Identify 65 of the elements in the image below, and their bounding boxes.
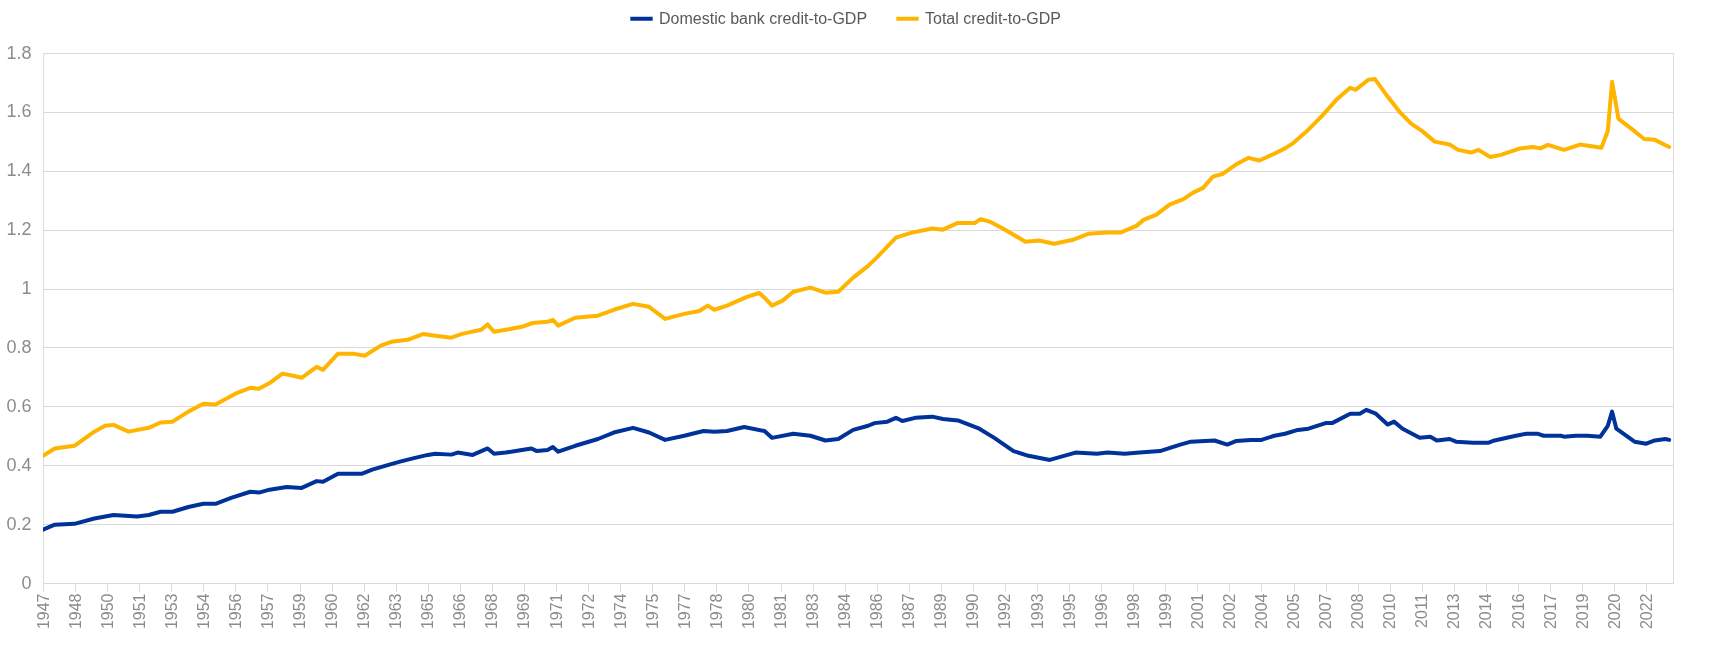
x-tick-label: 1968 xyxy=(483,593,501,630)
x-tick-label: 1990 xyxy=(964,593,982,630)
x-tick-label: 2013 xyxy=(1445,593,1463,630)
x-tick-label: 2002 xyxy=(1220,593,1238,630)
x-tick-label: 1965 xyxy=(419,593,437,630)
x-tick-label: 1962 xyxy=(355,593,373,630)
legend-label: Domestic bank credit-to-GDP xyxy=(659,9,868,27)
y-tick-label: 1.6 xyxy=(6,101,32,122)
x-tick-label: 1947 xyxy=(34,593,52,630)
x-tick-label: 1986 xyxy=(868,593,886,630)
line-series xyxy=(43,76,1672,458)
x-tick-label: 2011 xyxy=(1413,593,1431,628)
x-tick-label: 1984 xyxy=(836,593,854,630)
y-tick-label: 0.6 xyxy=(6,395,32,416)
x-tick-label: 1977 xyxy=(675,593,693,630)
x-tick-label: 1974 xyxy=(611,593,629,630)
x-tick-label: 1950 xyxy=(98,593,116,630)
x-tick-label: 1951 xyxy=(130,593,148,630)
x-tick-label: 1959 xyxy=(291,593,309,630)
x-tick-label: 2017 xyxy=(1541,593,1559,630)
x-tick-label: 1987 xyxy=(900,593,918,630)
x-tick-label: 1992 xyxy=(996,593,1014,630)
y-tick-label: 0 xyxy=(21,572,32,593)
x-tick-label: 1995 xyxy=(1060,593,1078,630)
x-tick-label: 1963 xyxy=(387,593,405,630)
x-tick-label: 2001 xyxy=(1188,593,1206,630)
x-tick-label: 1972 xyxy=(579,593,597,630)
x-tick-label: 2007 xyxy=(1317,593,1335,630)
x-tick-label: 1953 xyxy=(162,593,180,630)
x-tick-label: 1983 xyxy=(804,593,822,630)
x-tick-label: 1981 xyxy=(772,593,790,630)
y-tick-label: 1.8 xyxy=(6,42,32,63)
x-tick-label: 2019 xyxy=(1573,593,1591,630)
x-tick-label: 1999 xyxy=(1156,593,1174,630)
line-series xyxy=(43,407,1672,532)
x-tick-label: 2005 xyxy=(1285,593,1303,630)
x-tick-label: 1998 xyxy=(1124,593,1142,630)
x-tick-label: 1954 xyxy=(194,593,212,630)
x-tick-label: 1993 xyxy=(1028,593,1046,630)
x-tick-label: 1966 xyxy=(451,593,469,630)
x-tick-label: 1948 xyxy=(66,593,84,630)
x-tick-label: 2010 xyxy=(1381,593,1399,630)
x-tick-label: 2014 xyxy=(1477,593,1495,630)
y-tick-label: 0.2 xyxy=(6,513,32,534)
x-tick-label: 1971 xyxy=(547,593,565,630)
x-tick-label: 2020 xyxy=(1605,593,1623,630)
x-tick-label: 2008 xyxy=(1349,593,1367,630)
x-tick-label: 1978 xyxy=(707,593,725,630)
x-tick-label: 1956 xyxy=(226,593,244,630)
x-tick-label: 1960 xyxy=(323,593,341,630)
legend-label: Total credit-to-GDP xyxy=(925,9,1062,27)
x-tick-label: 1969 xyxy=(515,593,533,630)
x-tick-label: 1996 xyxy=(1092,593,1110,630)
y-tick-label: 1.4 xyxy=(6,160,32,181)
y-tick-label: 0.8 xyxy=(6,336,32,357)
x-tick-label: 2004 xyxy=(1252,593,1270,630)
x-tick-label: 1975 xyxy=(643,593,661,630)
y-tick-label: 0.4 xyxy=(6,454,32,475)
y-tick-label: 1.2 xyxy=(6,219,32,240)
x-tick-label: 1980 xyxy=(739,593,757,630)
x-tick-label: 2016 xyxy=(1509,593,1527,630)
y-tick-label: 1 xyxy=(21,278,32,299)
x-tick-label: 1989 xyxy=(932,593,950,630)
x-tick-label: 2022 xyxy=(1637,593,1655,630)
x-tick-label: 1957 xyxy=(258,593,276,630)
